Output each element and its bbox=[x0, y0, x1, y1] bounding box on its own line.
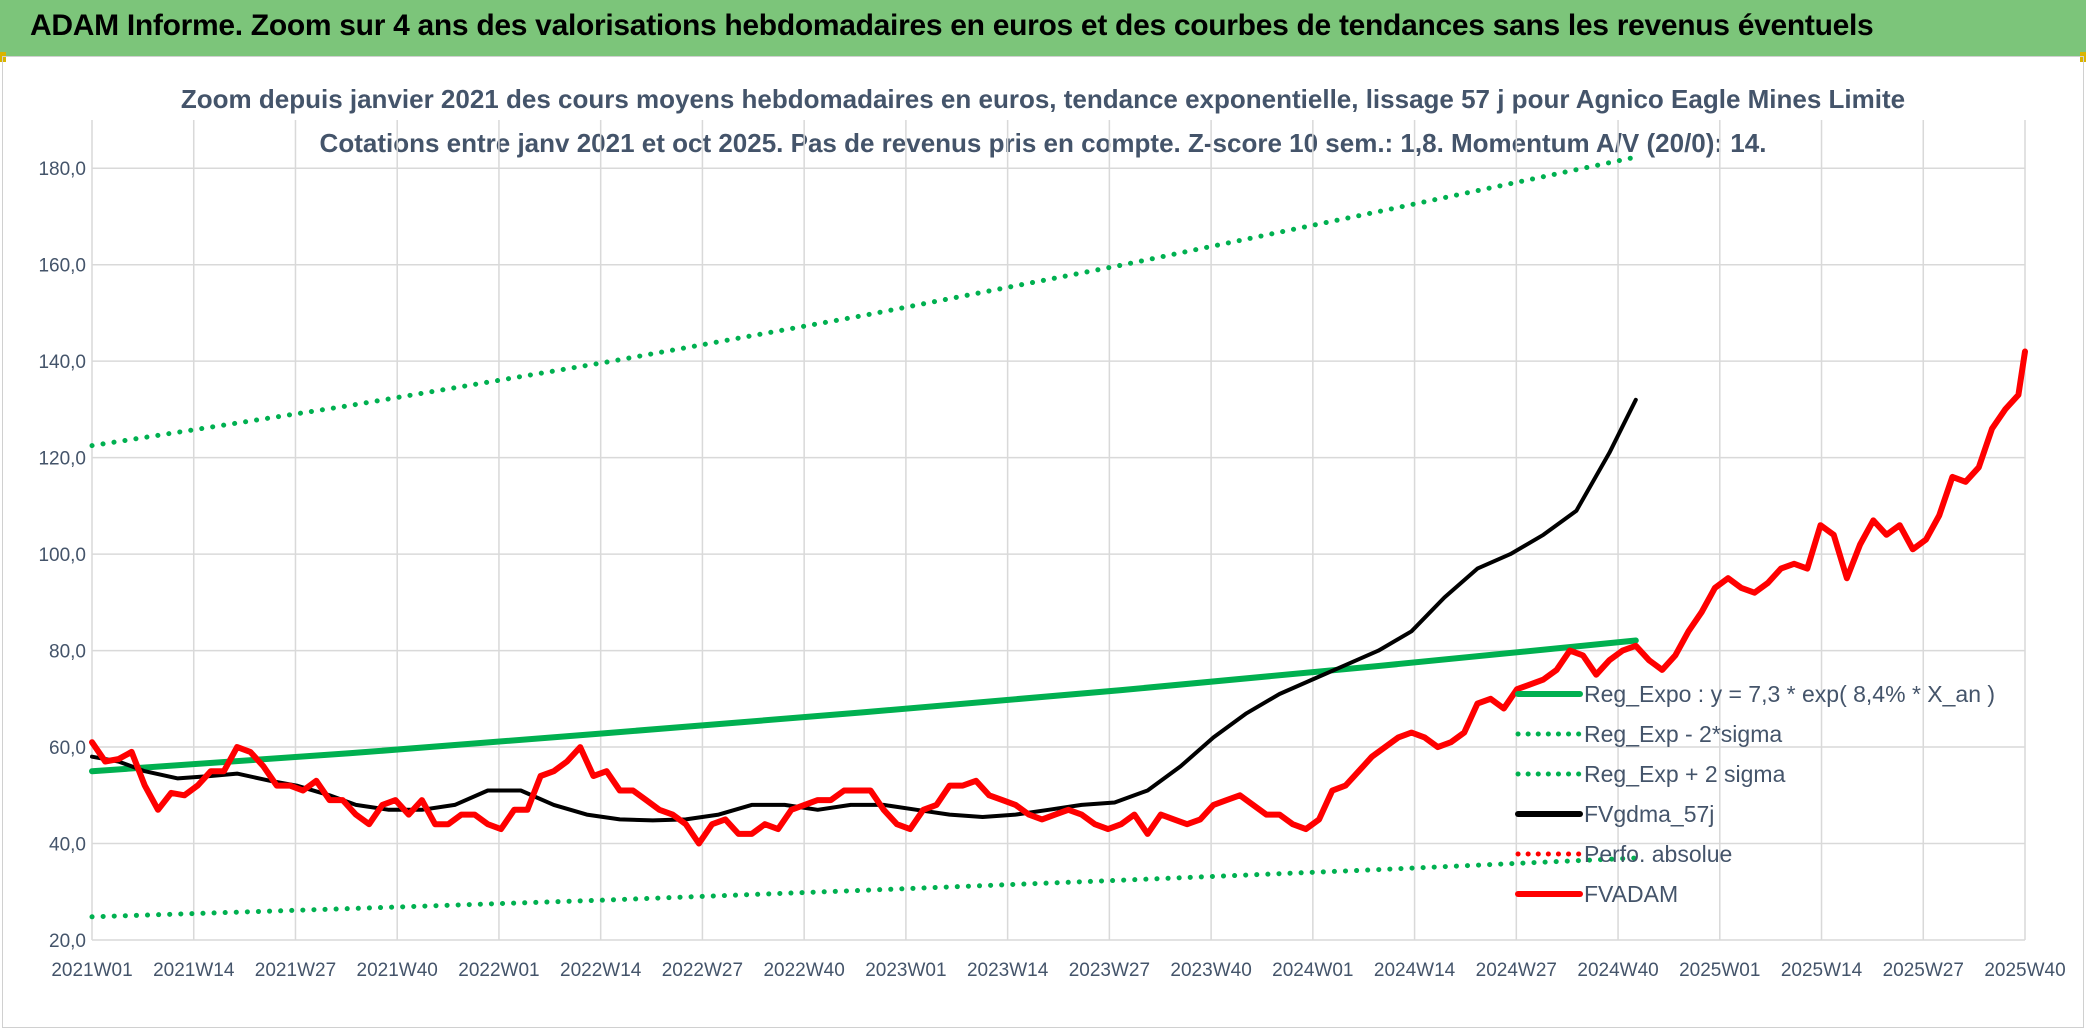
legend-label: Perfo. absolue bbox=[1584, 841, 1732, 867]
x-tick-label: 2024W40 bbox=[1577, 960, 1658, 981]
x-tick-label: 2021W14 bbox=[153, 960, 235, 981]
x-tick-label: 2022W27 bbox=[662, 960, 743, 981]
series-fvadam bbox=[89, 348, 2028, 847]
y-tick-label: 40,0 bbox=[49, 835, 86, 856]
y-tick-label: 140,0 bbox=[38, 352, 86, 373]
series-group bbox=[89, 154, 2028, 920]
x-tick-label: 2022W40 bbox=[763, 960, 844, 981]
y-tick-label: 20,0 bbox=[49, 931, 86, 952]
x-tick-label: 2025W27 bbox=[1883, 960, 1964, 981]
grid bbox=[91, 120, 2026, 941]
y-axis: 20,0 40,0 60,0 80,0 100,0 120,0 140,0 160,0 180,… bbox=[38, 159, 86, 952]
x-tick-label: 2025W14 bbox=[1781, 960, 1863, 981]
legend-label: FVgdma_57j bbox=[1584, 801, 1714, 827]
chart-frame bbox=[2, 56, 2084, 1028]
y-tick-label: 180,0 bbox=[38, 159, 86, 180]
x-tick-label: 2021W01 bbox=[51, 960, 132, 981]
chart-title: Zoom depuis janvier 2021 des cours moyen… bbox=[181, 84, 1905, 114]
series-reg-expo bbox=[89, 637, 1639, 775]
legend: Reg_Expo : y = 7,3 * exp( 8,4% * X_an ) R… bbox=[1515, 681, 1995, 907]
y-tick-label: 100,0 bbox=[38, 545, 86, 566]
x-tick-label: 2022W14 bbox=[560, 960, 642, 981]
chart-subtitle: Cotations entre janv 2021 et oct 2025. P… bbox=[320, 128, 1767, 158]
x-tick-label: 2024W01 bbox=[1272, 960, 1353, 981]
series-reg-plus-2sigma bbox=[89, 154, 1639, 449]
series-reg-minus-2sigma bbox=[89, 855, 1639, 920]
corner-mark-left bbox=[0, 52, 6, 62]
y-tick-label: 160,0 bbox=[38, 256, 86, 277]
x-axis: 2021W01 2021W14 2021W27 2021W40 2022W01 2022W… bbox=[51, 960, 2065, 981]
legend-label: Reg_Exp - 2*sigma bbox=[1584, 721, 1782, 747]
x-tick-label: 2023W01 bbox=[865, 960, 946, 981]
x-tick-label: 2021W40 bbox=[357, 960, 438, 981]
y-tick-label: 80,0 bbox=[49, 642, 86, 663]
legend-label: Reg_Expo : y = 7,3 * exp( 8,4% * X_an ) bbox=[1584, 681, 1995, 707]
x-tick-label: 2023W14 bbox=[967, 960, 1049, 981]
x-tick-label: 2025W40 bbox=[1984, 960, 2065, 981]
legend-label: Reg_Exp + 2 sigma bbox=[1584, 761, 1786, 787]
x-tick-label: 2023W40 bbox=[1170, 960, 1251, 981]
banner: ADAM Informe. Zoom sur 4 ans des valoris… bbox=[0, 0, 2086, 56]
banner-title: ADAM Informe. Zoom sur 4 ans des valoris… bbox=[30, 9, 1874, 42]
y-tick-label: 120,0 bbox=[38, 449, 86, 470]
x-tick-label: 2022W01 bbox=[458, 960, 539, 981]
x-tick-label: 2024W27 bbox=[1476, 960, 1557, 981]
x-tick-label: 2025W01 bbox=[1679, 960, 1760, 981]
x-tick-label: 2023W27 bbox=[1069, 960, 1150, 981]
x-tick-label: 2021W27 bbox=[255, 960, 336, 981]
x-tick-label: 2024W14 bbox=[1374, 960, 1456, 981]
y-tick-label: 60,0 bbox=[49, 738, 86, 759]
legend-label: FVADAM bbox=[1584, 881, 1678, 907]
